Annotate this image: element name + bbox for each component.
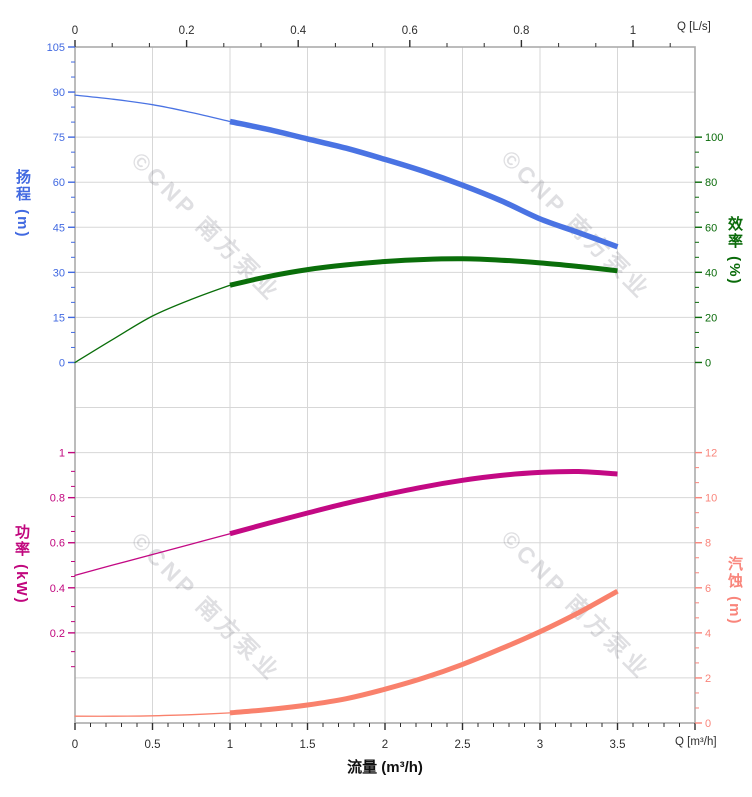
efficiency-axis-tick-label: 80 (705, 177, 717, 189)
power-axis-title: 功率 (kW) (13, 524, 30, 605)
efficiency-axis-tick-label: 40 (705, 267, 717, 279)
top-axis-tick-label: 0.2 (179, 25, 195, 37)
power-axis-tick-label: 0.4 (50, 583, 65, 595)
npsh-axis-title: 汽蚀 (m) (726, 556, 743, 626)
top-axis-tick-label: 0.8 (513, 25, 529, 37)
bottom-axis-unit-label: Q [m³/h] (675, 736, 717, 748)
top-axis-ticks (74, 40, 671, 47)
power-curve (229, 468, 618, 537)
head-axis-tick-label: 75 (53, 132, 65, 144)
cnp-watermark: ©CNP 南方泵业 (496, 145, 655, 304)
head-axis-tick-label: 15 (53, 312, 65, 324)
head-axis-ticks (68, 46, 75, 364)
npsh-axis-tick-label: 4 (705, 628, 711, 640)
efficiency-axis-ticks (695, 136, 702, 364)
npsh-axis-tick-label: 0 (705, 718, 711, 730)
bottom-axis-tick-label: 2.5 (455, 739, 471, 751)
bottom-axis-tick-label: 1 (227, 739, 233, 751)
cnp-watermark: ©CNP 南方泵业 (496, 525, 655, 684)
power-axis-tick-label: 1 (59, 448, 65, 460)
efficiency-curve (229, 256, 618, 288)
head-curve (229, 118, 619, 250)
cnp-watermark: ©CNP 南方泵业 (126, 527, 285, 686)
efficiency-axis-tick-label: 0 (705, 357, 711, 369)
bottom-axis-ticks (74, 723, 696, 730)
head-axis-tick-label: 60 (53, 177, 65, 189)
npsh-axis-tick-label: 12 (705, 448, 717, 460)
npsh-axis-ticks (695, 451, 702, 724)
efficiency-axis-tick-label: 20 (705, 312, 717, 324)
top-axis-tick-label: 0 (72, 25, 78, 37)
top-axis-unit-label: Q [L/s] (677, 21, 711, 33)
npsh-axis-tick-label: 2 (705, 673, 711, 685)
efficiency-axis-title: 效率 (%) (726, 216, 743, 286)
npsh-axis-tick-label: 10 (705, 493, 717, 505)
bottom-axis-tick-label: 2 (382, 739, 388, 751)
x-axis-title: 流量 (m³/h) (347, 759, 423, 776)
power-curve-thin (74, 533, 231, 577)
bottom-axis-tick-label: 3 (537, 739, 543, 751)
head-axis-tick-label: 105 (47, 42, 65, 54)
bottom-axis-tick-label: 1.5 (300, 739, 316, 751)
efficiency-axis-tick-label: 60 (705, 222, 717, 234)
head-axis-tick-label: 30 (53, 267, 65, 279)
head-axis-title: 扬程 (m) (14, 169, 31, 239)
head-axis-tick-label: 90 (53, 87, 65, 99)
efficiency-axis-tick-label: 100 (705, 132, 723, 144)
npsh-curve (229, 588, 619, 716)
npsh-axis-tick-label: 8 (705, 538, 711, 550)
head-axis-tick-label: 45 (53, 222, 65, 234)
efficiency-curve-thin (74, 284, 231, 364)
npsh-curve-thin (74, 712, 231, 717)
top-axis-tick-label: 0.4 (290, 25, 307, 37)
power-axis-tick-label: 0.8 (50, 493, 65, 505)
top-axis-tick-label: 1 (630, 25, 636, 37)
npsh-axis-tick-label: 6 (705, 583, 711, 595)
power-axis-tick-label: 0.2 (50, 628, 65, 640)
top-axis-tick-label: 0.6 (402, 25, 418, 37)
head-axis-tick-label: 0 (59, 357, 65, 369)
gridlines (75, 47, 695, 723)
head-curve-thin (74, 94, 231, 123)
power-axis-tick-label: 0.6 (50, 538, 65, 550)
bottom-axis-tick-label: 0 (72, 739, 78, 751)
bottom-axis-tick-label: 0.5 (145, 739, 161, 751)
bottom-axis-tick-label: 3.5 (610, 739, 626, 751)
power-axis-ticks (68, 451, 75, 668)
